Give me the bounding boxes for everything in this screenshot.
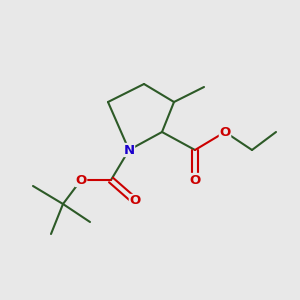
Text: O: O bbox=[75, 173, 87, 187]
Text: O: O bbox=[219, 125, 231, 139]
Text: N: N bbox=[123, 143, 135, 157]
Text: O: O bbox=[189, 173, 201, 187]
Text: O: O bbox=[129, 194, 141, 208]
